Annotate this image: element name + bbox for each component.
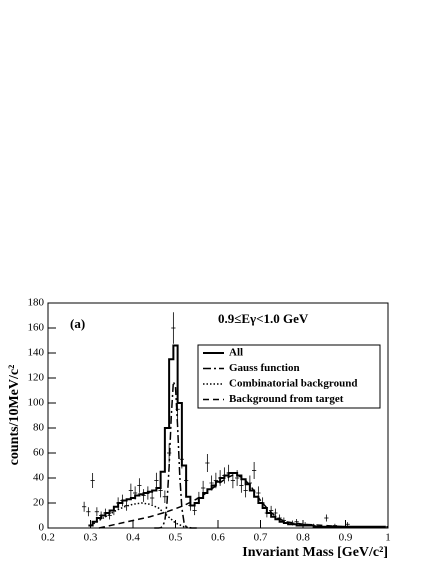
y-tick-label: 140 — [28, 347, 45, 359]
x-tick-label: 0.9 — [339, 532, 353, 544]
plot-frame — [47, 302, 389, 529]
curve — [154, 381, 197, 529]
y-tick-label: 20 — [33, 497, 45, 509]
y-tick-label: 100 — [28, 397, 45, 409]
x-tick-label: 0.8 — [296, 532, 310, 544]
y-tick-label: 40 — [33, 472, 45, 484]
curve — [90, 502, 193, 529]
x-tick-label: 0.5 — [169, 532, 183, 544]
curve — [98, 473, 388, 529]
y-tick-label: 160 — [28, 322, 45, 334]
legend-label: All — [229, 347, 243, 359]
y-tick-label: 60 — [33, 447, 45, 459]
y-tick-label: 0 — [39, 522, 45, 534]
panel-label: (a) — [70, 316, 85, 331]
y-tick-label: 180 — [28, 297, 45, 309]
x-tick-label: 0.4 — [126, 532, 140, 544]
y-tick-label: 80 — [33, 422, 45, 434]
legend-box — [197, 344, 381, 409]
x-tick-label: 0.7 — [254, 532, 268, 544]
annotation: 0.9≤Eγ<1.0 GeV — [218, 311, 309, 326]
x-tick-label: 0.2 — [41, 532, 55, 544]
legend-label: Background from target — [229, 393, 344, 405]
x-axis-label: Invariant Mass [GeV/c²] — [242, 545, 388, 560]
legend-label: Combinatorial background — [229, 378, 357, 390]
y-axis-label: counts/10MeV/c² — [7, 365, 22, 466]
legend-label: Gauss function — [229, 362, 300, 374]
x-tick-label: 1 — [385, 532, 391, 544]
x-tick-label: 0.3 — [84, 532, 98, 544]
y-tick-label: 120 — [28, 372, 45, 384]
x-tick-label: 0.6 — [211, 532, 225, 544]
